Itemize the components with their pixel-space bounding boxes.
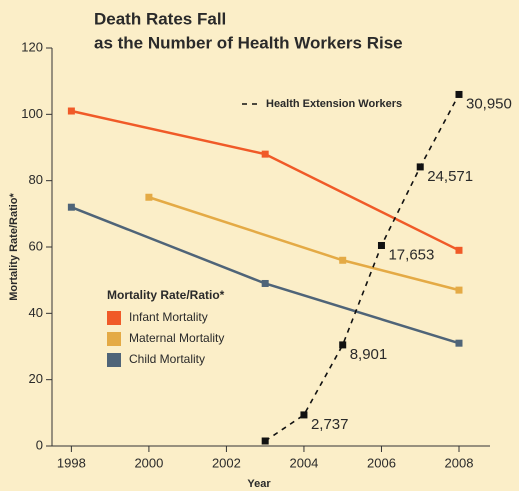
point-marker bbox=[377, 241, 385, 249]
x-tick-label: 1998 bbox=[57, 455, 86, 470]
legend-swatch bbox=[107, 311, 121, 325]
y-tick-label: 80 bbox=[29, 172, 43, 187]
data-label: 8,901 bbox=[350, 346, 388, 363]
legend-label: Maternal Mortality bbox=[129, 331, 224, 345]
point-marker bbox=[339, 341, 347, 349]
x-tick-label: 2000 bbox=[134, 455, 163, 470]
x-tick-label: 2004 bbox=[289, 455, 318, 470]
y-tick-label: 0 bbox=[36, 437, 43, 452]
point-marker bbox=[455, 339, 463, 347]
y-tick-label: 100 bbox=[21, 106, 43, 121]
point-marker bbox=[261, 437, 269, 445]
y-tick-label: 120 bbox=[21, 39, 43, 54]
x-tick-label: 2006 bbox=[367, 455, 396, 470]
point-marker bbox=[145, 193, 153, 201]
legend-swatch bbox=[107, 332, 121, 346]
point-marker bbox=[261, 279, 269, 287]
point-marker bbox=[261, 150, 269, 158]
legend-label: Child Mortality bbox=[129, 352, 205, 366]
point-marker bbox=[455, 246, 463, 254]
legend-label: Health Extension Workers bbox=[266, 98, 402, 110]
point-marker bbox=[455, 286, 463, 294]
chart-title: as the Number of Health Workers Rise bbox=[94, 33, 403, 52]
data-label: 24,571 bbox=[427, 168, 473, 185]
point-marker bbox=[339, 256, 347, 264]
y-axis-label: Mortality Rate/Ratio* bbox=[8, 192, 20, 300]
x-tick-label: 2008 bbox=[445, 455, 474, 470]
legend-title: Mortality Rate/Ratio* bbox=[107, 288, 225, 302]
data-label: 2,737 bbox=[311, 416, 349, 433]
legend-swatch bbox=[107, 353, 121, 367]
y-tick-label: 20 bbox=[29, 371, 43, 386]
x-axis-label: Year bbox=[247, 478, 271, 490]
x-tick-label: 2002 bbox=[212, 455, 241, 470]
data-label: 17,653 bbox=[388, 246, 434, 263]
point-marker bbox=[455, 90, 463, 98]
point-marker bbox=[67, 203, 75, 211]
legend-label: Infant Mortality bbox=[129, 310, 208, 324]
series-line bbox=[264, 94, 460, 442]
data-label: 30,950 bbox=[466, 95, 512, 112]
y-tick-label: 40 bbox=[29, 305, 43, 320]
point-marker bbox=[416, 163, 424, 171]
chart-title: Death Rates Fall bbox=[94, 9, 226, 28]
y-tick-label: 60 bbox=[29, 238, 43, 253]
point-marker bbox=[67, 107, 75, 115]
point-marker bbox=[300, 411, 308, 419]
